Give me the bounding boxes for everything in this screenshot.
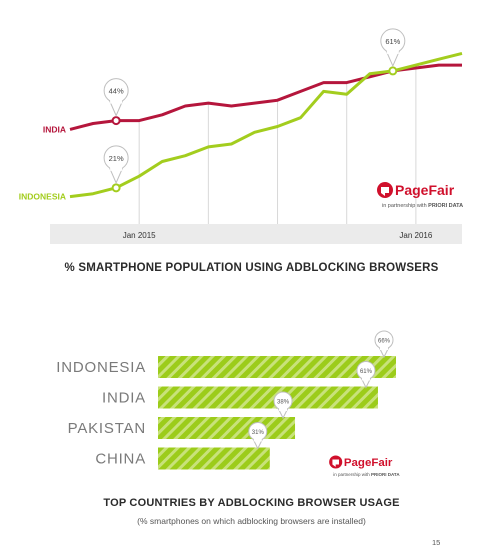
callout-label: 61%	[385, 37, 400, 46]
bar	[158, 417, 296, 439]
callout-marker	[388, 66, 398, 76]
bar-category-label: INDONESIA	[56, 359, 146, 376]
bar-value-label: 38%	[277, 400, 290, 406]
bar-callout-mask	[361, 376, 370, 381]
pagefair-logo-cutout	[381, 187, 389, 196]
pagefair-logo: PageFair in partnership with PRIORI DATA	[329, 455, 400, 477]
line-chart: Jan 2015 Jan 2016 INDIA INDONESIA 44% 21% 61% P…	[19, 28, 463, 244]
callout-marker	[111, 116, 121, 126]
series-line-indonesia	[69, 51, 463, 199]
bar-value-label: 61%	[360, 369, 373, 375]
callout-mask	[386, 48, 399, 54]
callout-label: 44%	[109, 87, 124, 96]
bar-callout-mask	[253, 437, 262, 442]
bar	[158, 447, 270, 470]
bar-category-label: PAKISTAN	[68, 420, 146, 437]
brand-partner: PRIORI DATA	[428, 203, 463, 209]
bar-category-label: INDIA	[102, 390, 146, 407]
callout-mask	[110, 165, 123, 171]
bar-category-label: CHINA	[95, 451, 146, 468]
bar-chart-title: TOP COUNTRIES BY ADBLOCKING BROWSER USAG…	[103, 497, 400, 509]
callout-marker	[111, 183, 121, 193]
page-number: 15	[432, 538, 441, 547]
series-label-india: INDIA	[43, 124, 66, 134]
x-axis-band	[50, 224, 462, 244]
x-tick-label: Jan 2015	[123, 231, 156, 240]
bar-value-label: 31%	[252, 430, 265, 436]
series-line-india	[69, 63, 462, 131]
x-tick-label: Jan 2016	[399, 231, 432, 240]
bar-callout-mask	[380, 346, 388, 350]
brand-partner: PRIORI DATA	[371, 472, 400, 477]
bar	[158, 356, 396, 378]
callout-pointer	[385, 49, 401, 68]
bar-value-label: 66%	[378, 339, 391, 345]
bar	[158, 386, 378, 409]
bar-callout-mask	[279, 407, 288, 411]
brand-name: PageFair	[395, 182, 455, 198]
bar-chart: INDONESIA 66% INDIA 61% PAKISTAN 38% CHINA 31% P…	[56, 330, 400, 477]
pagefair-logo: PageFair in partnership with PRIORI DATA	[377, 182, 463, 209]
brand-partnership-text: in partnership with PRIORI DATA	[382, 203, 463, 209]
series-label-indonesia: INDONESIA	[19, 192, 66, 202]
pagefair-logo-cutout	[332, 459, 339, 467]
line-chart-title: % SMARTPHONE POPULATION USING ADBLOCKING…	[64, 262, 439, 274]
callout-label: 21%	[109, 154, 124, 163]
brand-partnership-text: in partnership with PRIORI DATA	[333, 472, 400, 477]
bar-chart-subtitle: (% smartphones on which adblocking brows…	[137, 516, 366, 526]
callout-mask	[110, 98, 123, 104]
brand-name: PageFair	[344, 457, 393, 469]
